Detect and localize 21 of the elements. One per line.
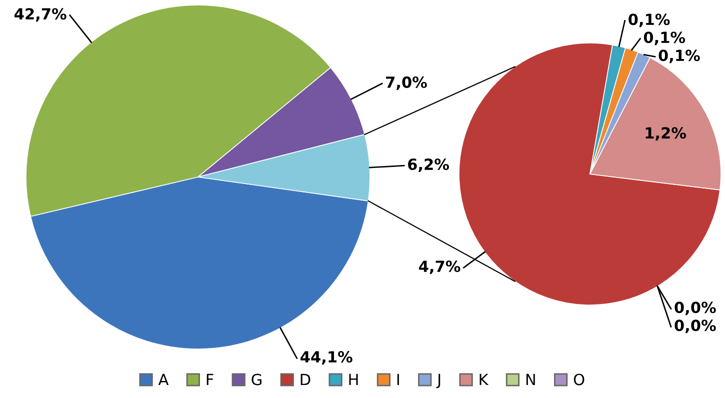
legend-label: H (349, 374, 358, 386)
data-label: 0,1% (644, 32, 686, 46)
legend-label: O (574, 374, 584, 386)
text: 0,0% (674, 302, 716, 316)
legend-label: G (252, 374, 262, 386)
legend-label: A (158, 374, 169, 386)
legend-label: N (526, 374, 535, 386)
data-label: 42,7% (14, 8, 66, 22)
data-label: 1,2% (646, 127, 686, 141)
data-label: 6,2% (408, 158, 449, 172)
legend-label: I (397, 374, 399, 386)
data-label: 7,0% (386, 76, 427, 90)
data-label: 44,1% (300, 351, 352, 365)
legend-label: K (480, 374, 489, 386)
legend-label: D (300, 374, 310, 386)
text: 0,0% (674, 320, 716, 334)
data-label: 4,7% (419, 260, 460, 274)
legend-label: J (436, 374, 440, 388)
data-label: 0,1% (658, 50, 700, 64)
legend-label: F (206, 374, 214, 386)
data-label: 0,1% (628, 14, 670, 28)
